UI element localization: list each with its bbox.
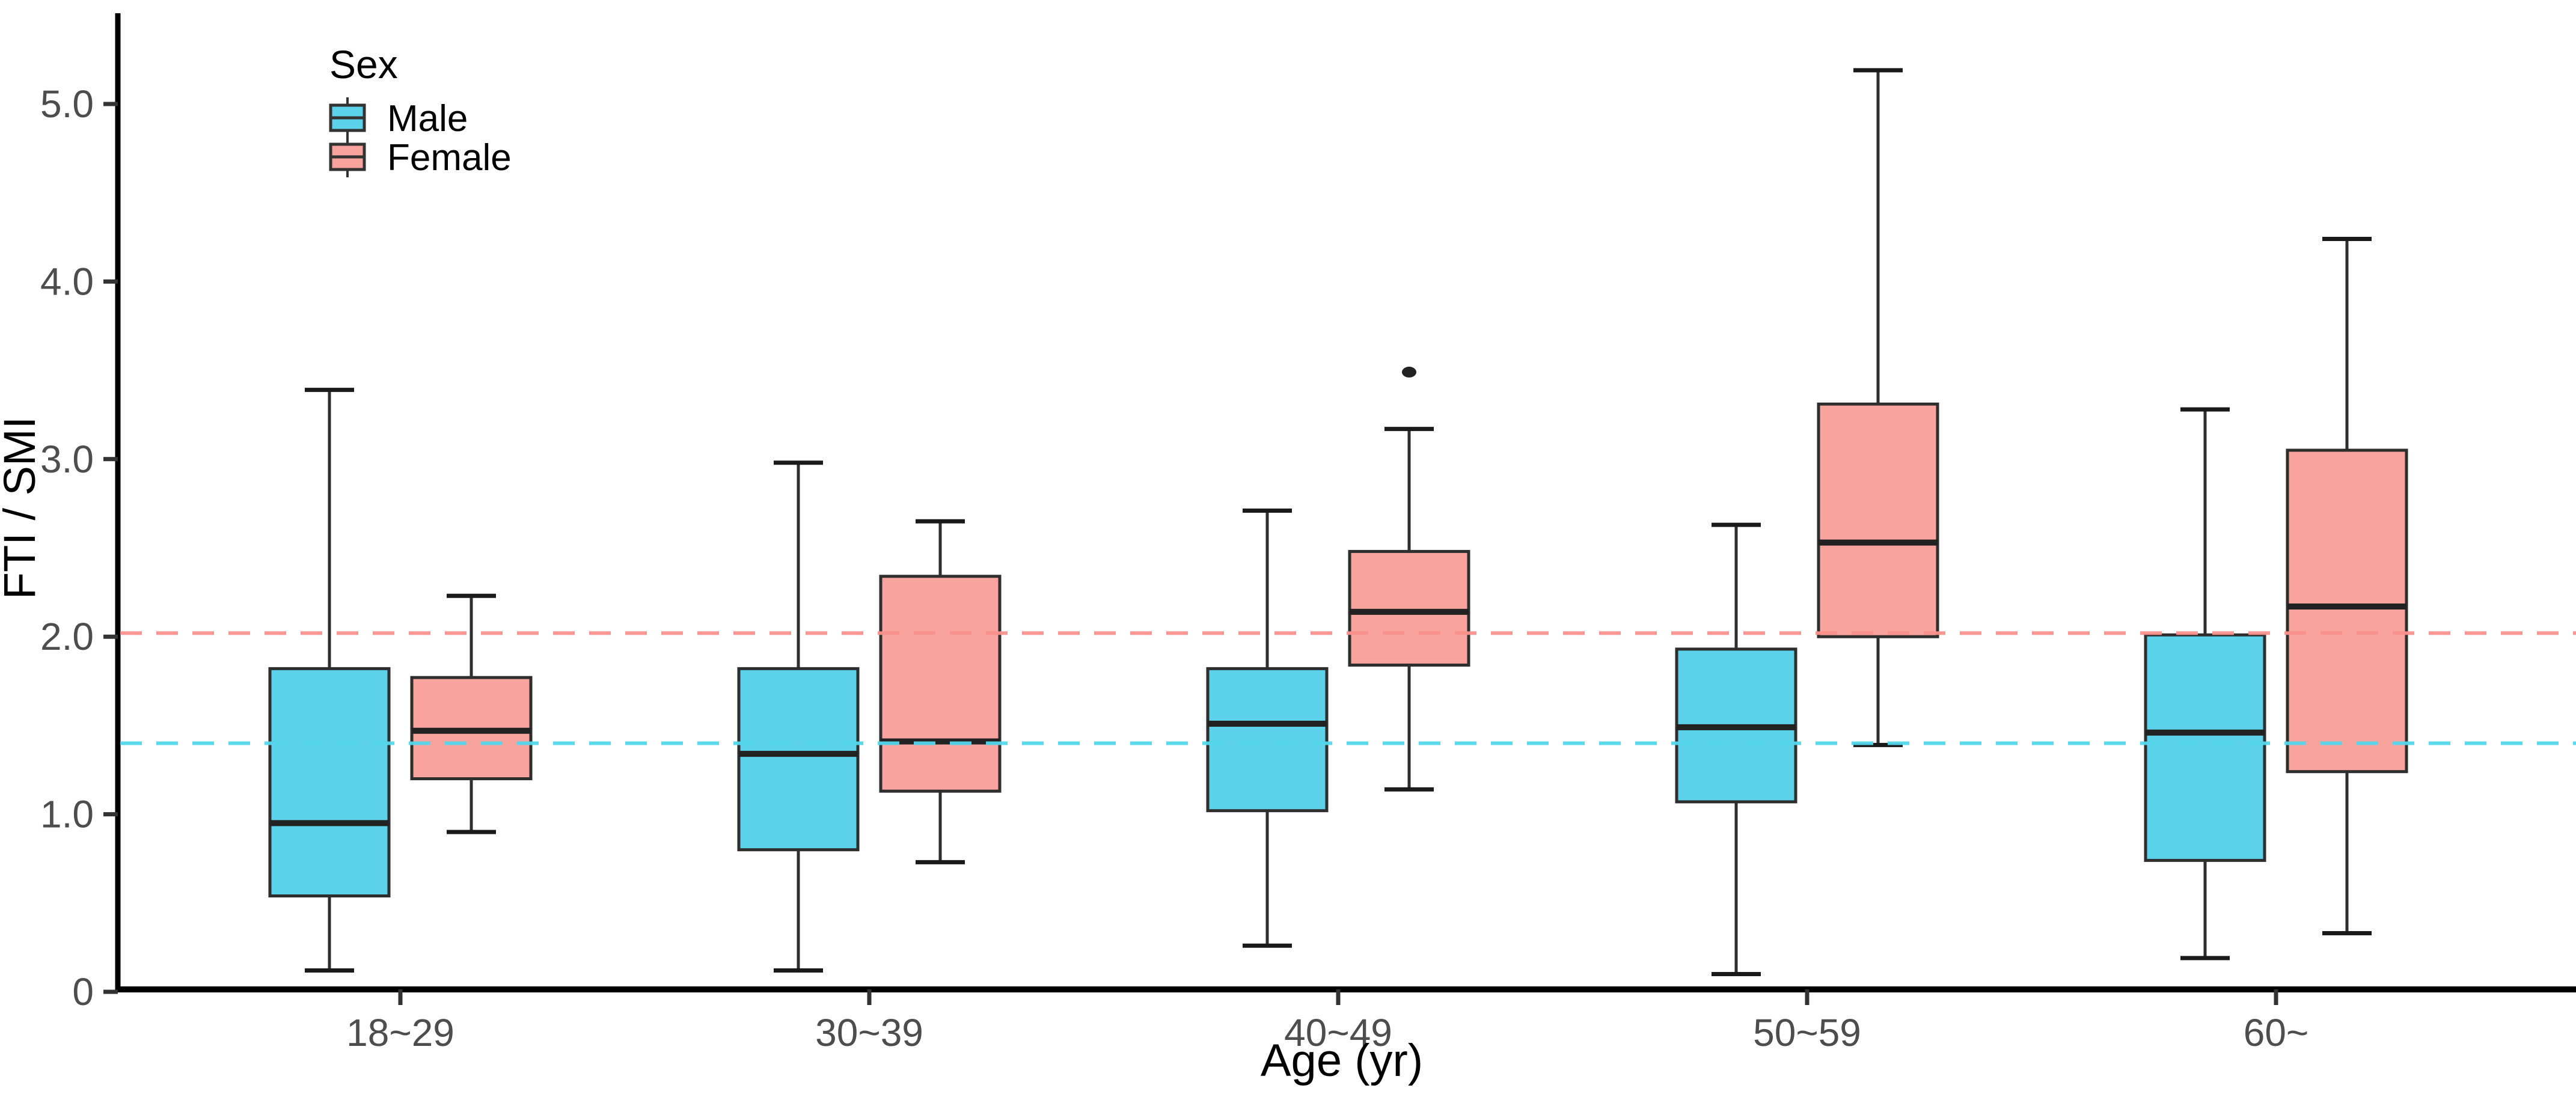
- legend-title: Sex: [329, 42, 398, 87]
- outlier-point: [1402, 367, 1416, 378]
- iqr-box: [2286, 448, 2408, 774]
- iqr-box: [879, 575, 1002, 793]
- y-axis-tick-label: 3.0: [40, 438, 94, 481]
- boxplot-female-40-49: [1348, 367, 1470, 792]
- boxplot-female-18-29: [410, 593, 533, 834]
- x-axis-title: Age (yr): [1261, 1035, 1423, 1086]
- x-axis-tick-label: 50~59: [1753, 1011, 1861, 1054]
- boxplot-male-40-49: [1206, 508, 1329, 948]
- iqr-box: [1348, 549, 1470, 667]
- iqr-box: [1206, 667, 1329, 813]
- iqr-box: [737, 667, 860, 852]
- x-axis-tick-label: 60~: [2244, 1011, 2309, 1054]
- boxplot-female-60-: [2286, 237, 2408, 936]
- y-axis-title: FTI / SMI: [0, 417, 44, 599]
- y-axis-tick-label: 4.0: [40, 260, 94, 303]
- y-axis-tick-label: 1.0: [40, 793, 94, 836]
- y-axis-tick-label: 2.0: [40, 615, 94, 658]
- x-axis-tick-label: 18~29: [346, 1011, 454, 1054]
- boxplot-female-30-39: [879, 519, 1002, 864]
- y-axis-tick-label: 0: [72, 970, 94, 1013]
- x-axis-tick-label: 40~49: [1284, 1011, 1392, 1054]
- legend-item-male: Male: [329, 97, 468, 139]
- iqr-box: [268, 667, 391, 897]
- legend-item-label: Female: [387, 137, 512, 179]
- boxplot-male-50-59: [1675, 522, 1797, 976]
- boxplot-male-60-: [2144, 407, 2266, 961]
- boxplot-male-18-29: [268, 388, 391, 973]
- y-axis-tick-label: 5.0: [40, 82, 94, 126]
- legend-item-female: Female: [329, 136, 512, 179]
- legend-item-label: Male: [387, 98, 468, 139]
- iqr-box: [2144, 633, 2266, 862]
- iqr-box: [1817, 402, 1939, 638]
- boxplot-male-30-39: [737, 460, 860, 973]
- x-axis-tick-label: 30~39: [815, 1011, 923, 1054]
- boxplot-female-50-59: [1817, 68, 1939, 747]
